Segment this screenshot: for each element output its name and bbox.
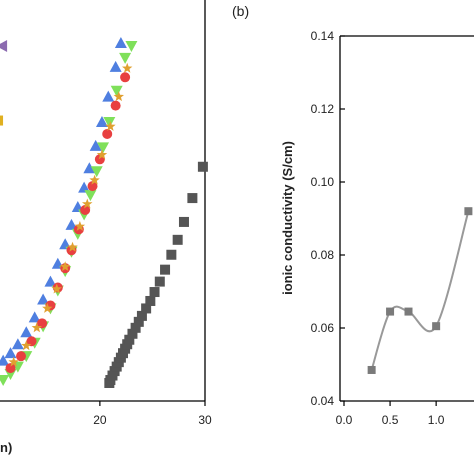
data-point-series-0: [166, 249, 177, 260]
data-point-series-0: [141, 303, 152, 314]
right-y-tick-label: 0.04: [311, 394, 335, 408]
data-point-series-4: [21, 340, 32, 351]
right-y-axis-label: ionic conductivity (S/cm): [280, 141, 295, 295]
data-point-series-0: [172, 234, 183, 245]
data-point-series-1: [44, 275, 57, 287]
data-point-series-0: [149, 287, 160, 298]
data-point-series-4: [31, 322, 42, 333]
data-point-series-0: [133, 316, 144, 327]
data-point-series-3: [26, 336, 37, 347]
data-point-series-2: [90, 166, 103, 178]
data-point-series-1: [95, 116, 108, 128]
data-point-series-4: [89, 174, 100, 185]
data-point-series-1: [11, 338, 24, 350]
data-point-series-3: [87, 181, 98, 192]
conductivity-point: [404, 307, 413, 316]
data-point-series-4: [113, 91, 124, 102]
data-point-series-1: [109, 60, 122, 72]
data-point-series-1: [20, 326, 33, 338]
data-point-series-4: [59, 261, 71, 272]
conductivity-point: [464, 207, 473, 216]
right-chart-panel: 0.040.060.080.100.120.140.00.51.01 ionic…: [280, 29, 474, 427]
data-point-series-3: [110, 100, 121, 111]
data-point-series-3: [16, 351, 27, 362]
data-point-series-3: [102, 128, 113, 139]
data-point-series-4: [96, 149, 108, 160]
right-x-tick-label: 0.5: [382, 413, 399, 427]
data-point-series-1: [78, 181, 91, 193]
data-point-series-3: [37, 318, 48, 329]
data-point-series-0: [130, 322, 141, 333]
data-point-series-0: [178, 216, 189, 227]
data-point-series-1: [114, 36, 127, 48]
data-point-series-2: [110, 85, 123, 97]
data-point-series-2: [103, 117, 116, 129]
data-point-series-2: [0, 375, 10, 387]
data-point-series-1: [89, 139, 102, 151]
data-point-series-0: [187, 193, 198, 204]
conductivity-point: [367, 365, 376, 374]
data-point-series-4: [82, 198, 93, 209]
data-point-series-4: [67, 241, 78, 252]
right-x-tick-label: 1.0: [428, 413, 445, 427]
right-y-tick-label: 0.06: [311, 321, 335, 335]
data-point-series-4: [51, 283, 62, 294]
data-point-series-2: [84, 190, 97, 202]
data-point-series-2: [125, 40, 138, 52]
conductivity-curve: [370, 210, 470, 371]
left-chart-panel: 20 30 n): [0, 0, 212, 455]
left-x-tick-label: 30: [198, 413, 212, 427]
data-point-series-4: [8, 356, 19, 367]
data-point-series-1: [28, 311, 41, 323]
data-point-series-2: [97, 142, 110, 154]
conductivity-point: [432, 322, 441, 331]
data-point-series-4: [74, 220, 86, 231]
data-point-series-1: [37, 293, 50, 305]
panel-label: (b): [232, 3, 249, 19]
data-point-series-0: [124, 334, 135, 345]
data-point-series-4: [122, 62, 133, 73]
data-point-series-3: [5, 363, 16, 374]
data-point-series-1: [102, 90, 115, 102]
data-point-series-0: [127, 328, 138, 339]
data-point-series-6: [0, 115, 4, 126]
data-point-series-3: [80, 205, 91, 216]
right-x-tick-label: 0.0: [336, 413, 353, 427]
data-point-series-0: [197, 161, 208, 172]
data-point-series-0: [145, 295, 156, 306]
data-point-series-4: [105, 121, 116, 131]
data-point-series-2: [119, 52, 132, 64]
data-point-series-1: [0, 354, 10, 366]
data-point-series-3: [120, 72, 131, 83]
data-point-series-0: [154, 276, 165, 287]
data-point-series-1: [4, 347, 17, 359]
data-point-series-1: [83, 162, 96, 174]
data-point-series-4: [42, 302, 53, 313]
data-point-series-0: [160, 264, 171, 275]
right-y-tick-label: 0.14: [311, 29, 335, 43]
data-point-series-5: [0, 39, 8, 52]
right-y-tick-label: 0.10: [311, 175, 335, 189]
left-x-tick-label: 20: [93, 413, 107, 427]
left-x-axis-label: n): [0, 440, 12, 455]
data-point-series-0: [136, 310, 147, 321]
right-y-tick-label: 0.08: [311, 248, 335, 262]
conductivity-point: [386, 307, 395, 316]
right-y-tick-label: 0.12: [311, 102, 335, 116]
